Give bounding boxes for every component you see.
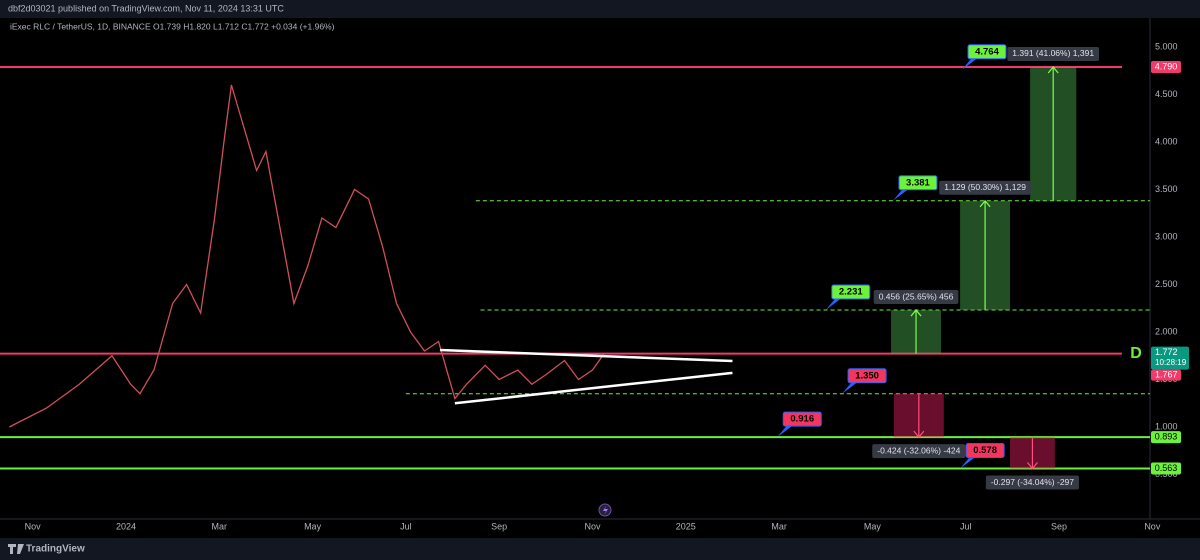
interval-label: D — [1130, 345, 1142, 362]
callout-label: 0.578 — [973, 445, 997, 456]
trendline — [439, 348, 733, 363]
callout-box — [967, 44, 1007, 60]
price-level-tag — [1151, 60, 1181, 73]
price-level-tag-label: 4.790 — [1155, 61, 1178, 71]
y-tick-label: 2.500 — [1155, 279, 1178, 289]
x-tick-label: May — [304, 521, 322, 531]
x-tick-label: Jul — [960, 521, 972, 531]
projection-info: 1.129 (50.30%) 1,129 — [944, 182, 1026, 192]
y-tick-label: 4.000 — [1155, 136, 1178, 146]
projection-arrowhead — [979, 199, 991, 208]
projection-info-bg — [872, 444, 966, 459]
projection-arrowhead — [1026, 462, 1038, 470]
publisher: dbf2d03021 published on TradingView.com,… — [8, 3, 284, 13]
callout-box — [847, 368, 887, 384]
callout-pointer — [892, 188, 909, 201]
price-level-tag — [1151, 431, 1181, 444]
projection-info-bg — [985, 475, 1080, 490]
price-level-tag-label: 0.893 — [1155, 432, 1178, 442]
projection-info: 0.456 (25.65%) 456 — [879, 291, 954, 301]
callout-box — [831, 284, 871, 300]
callout-pointer — [777, 425, 794, 438]
x-tick-label: Nov — [584, 521, 601, 531]
y-tick-label: 3.500 — [1155, 184, 1178, 194]
callout-pointer — [842, 381, 859, 394]
current-price-tag — [1151, 346, 1189, 370]
projection-arrowhead — [910, 309, 922, 317]
x-tick-label: May — [864, 521, 882, 531]
symbol-line: iExec RLC / TetherUS, 1D, BINANCE O1.739… — [10, 21, 335, 31]
x-tick-label: 2025 — [676, 521, 696, 531]
x-tick-label: 2024 — [116, 521, 136, 531]
projection-info-bg — [873, 290, 959, 305]
replay-bolt — [603, 506, 608, 515]
y-tick-label: 5.000 — [1155, 41, 1178, 51]
callout-pointer — [960, 456, 977, 469]
x-tick-label: Sep — [491, 521, 507, 531]
bid-price-label: 1.767 — [1155, 370, 1178, 380]
y-tick-label: 1.000 — [1155, 421, 1178, 431]
callout-pointer — [825, 298, 842, 311]
price-line — [9, 84, 605, 428]
y-tick-label: 2.000 — [1155, 326, 1178, 336]
callout-box — [782, 411, 822, 427]
footer-bar — [0, 538, 1200, 560]
callout-pointer — [961, 57, 978, 70]
brand-logo — [8, 544, 24, 554]
bid-price-tag — [1151, 369, 1181, 381]
x-tick-label: Mar — [212, 521, 228, 531]
callout-label: 4.764 — [975, 46, 999, 57]
projection-info-bg — [939, 180, 1031, 195]
projection-arrowhead — [1047, 66, 1059, 74]
callout-label: 1.350 — [855, 370, 879, 381]
x-tick-label: Jul — [400, 521, 412, 531]
callout-box — [898, 175, 938, 191]
x-tick-label: Nov — [25, 521, 42, 531]
y-tick-label: 3.000 — [1155, 231, 1178, 241]
projection-info: 1.391 (41.06%) 1,391 — [1012, 48, 1094, 58]
callout-label: 3.381 — [906, 177, 930, 188]
current-price-label: 1.772 — [1155, 347, 1178, 357]
x-tick-label: Nov — [1144, 521, 1161, 531]
callout-label: 2.231 — [839, 287, 863, 298]
trendline — [454, 371, 733, 405]
x-tick-label: Mar — [771, 521, 787, 531]
projection-info: -0.297 (-34.04%) -297 — [991, 477, 1074, 487]
projection-info-bg — [1007, 46, 1100, 61]
callout-label: 0.916 — [790, 414, 814, 425]
projection-arrowhead — [913, 430, 925, 439]
x-tick-label: Sep — [1051, 521, 1067, 531]
y-tick-label: 4.500 — [1155, 89, 1178, 99]
header-bar — [0, 0, 1200, 18]
price-level-tag-label: 0.563 — [1155, 463, 1178, 473]
callout-box — [965, 443, 1005, 459]
projection-info: -0.424 (-32.06%) -424 — [877, 445, 960, 455]
countdown: 10:28:19 — [1155, 358, 1187, 367]
brand: TradingView — [26, 544, 85, 555]
price-level-tag — [1151, 462, 1181, 475]
